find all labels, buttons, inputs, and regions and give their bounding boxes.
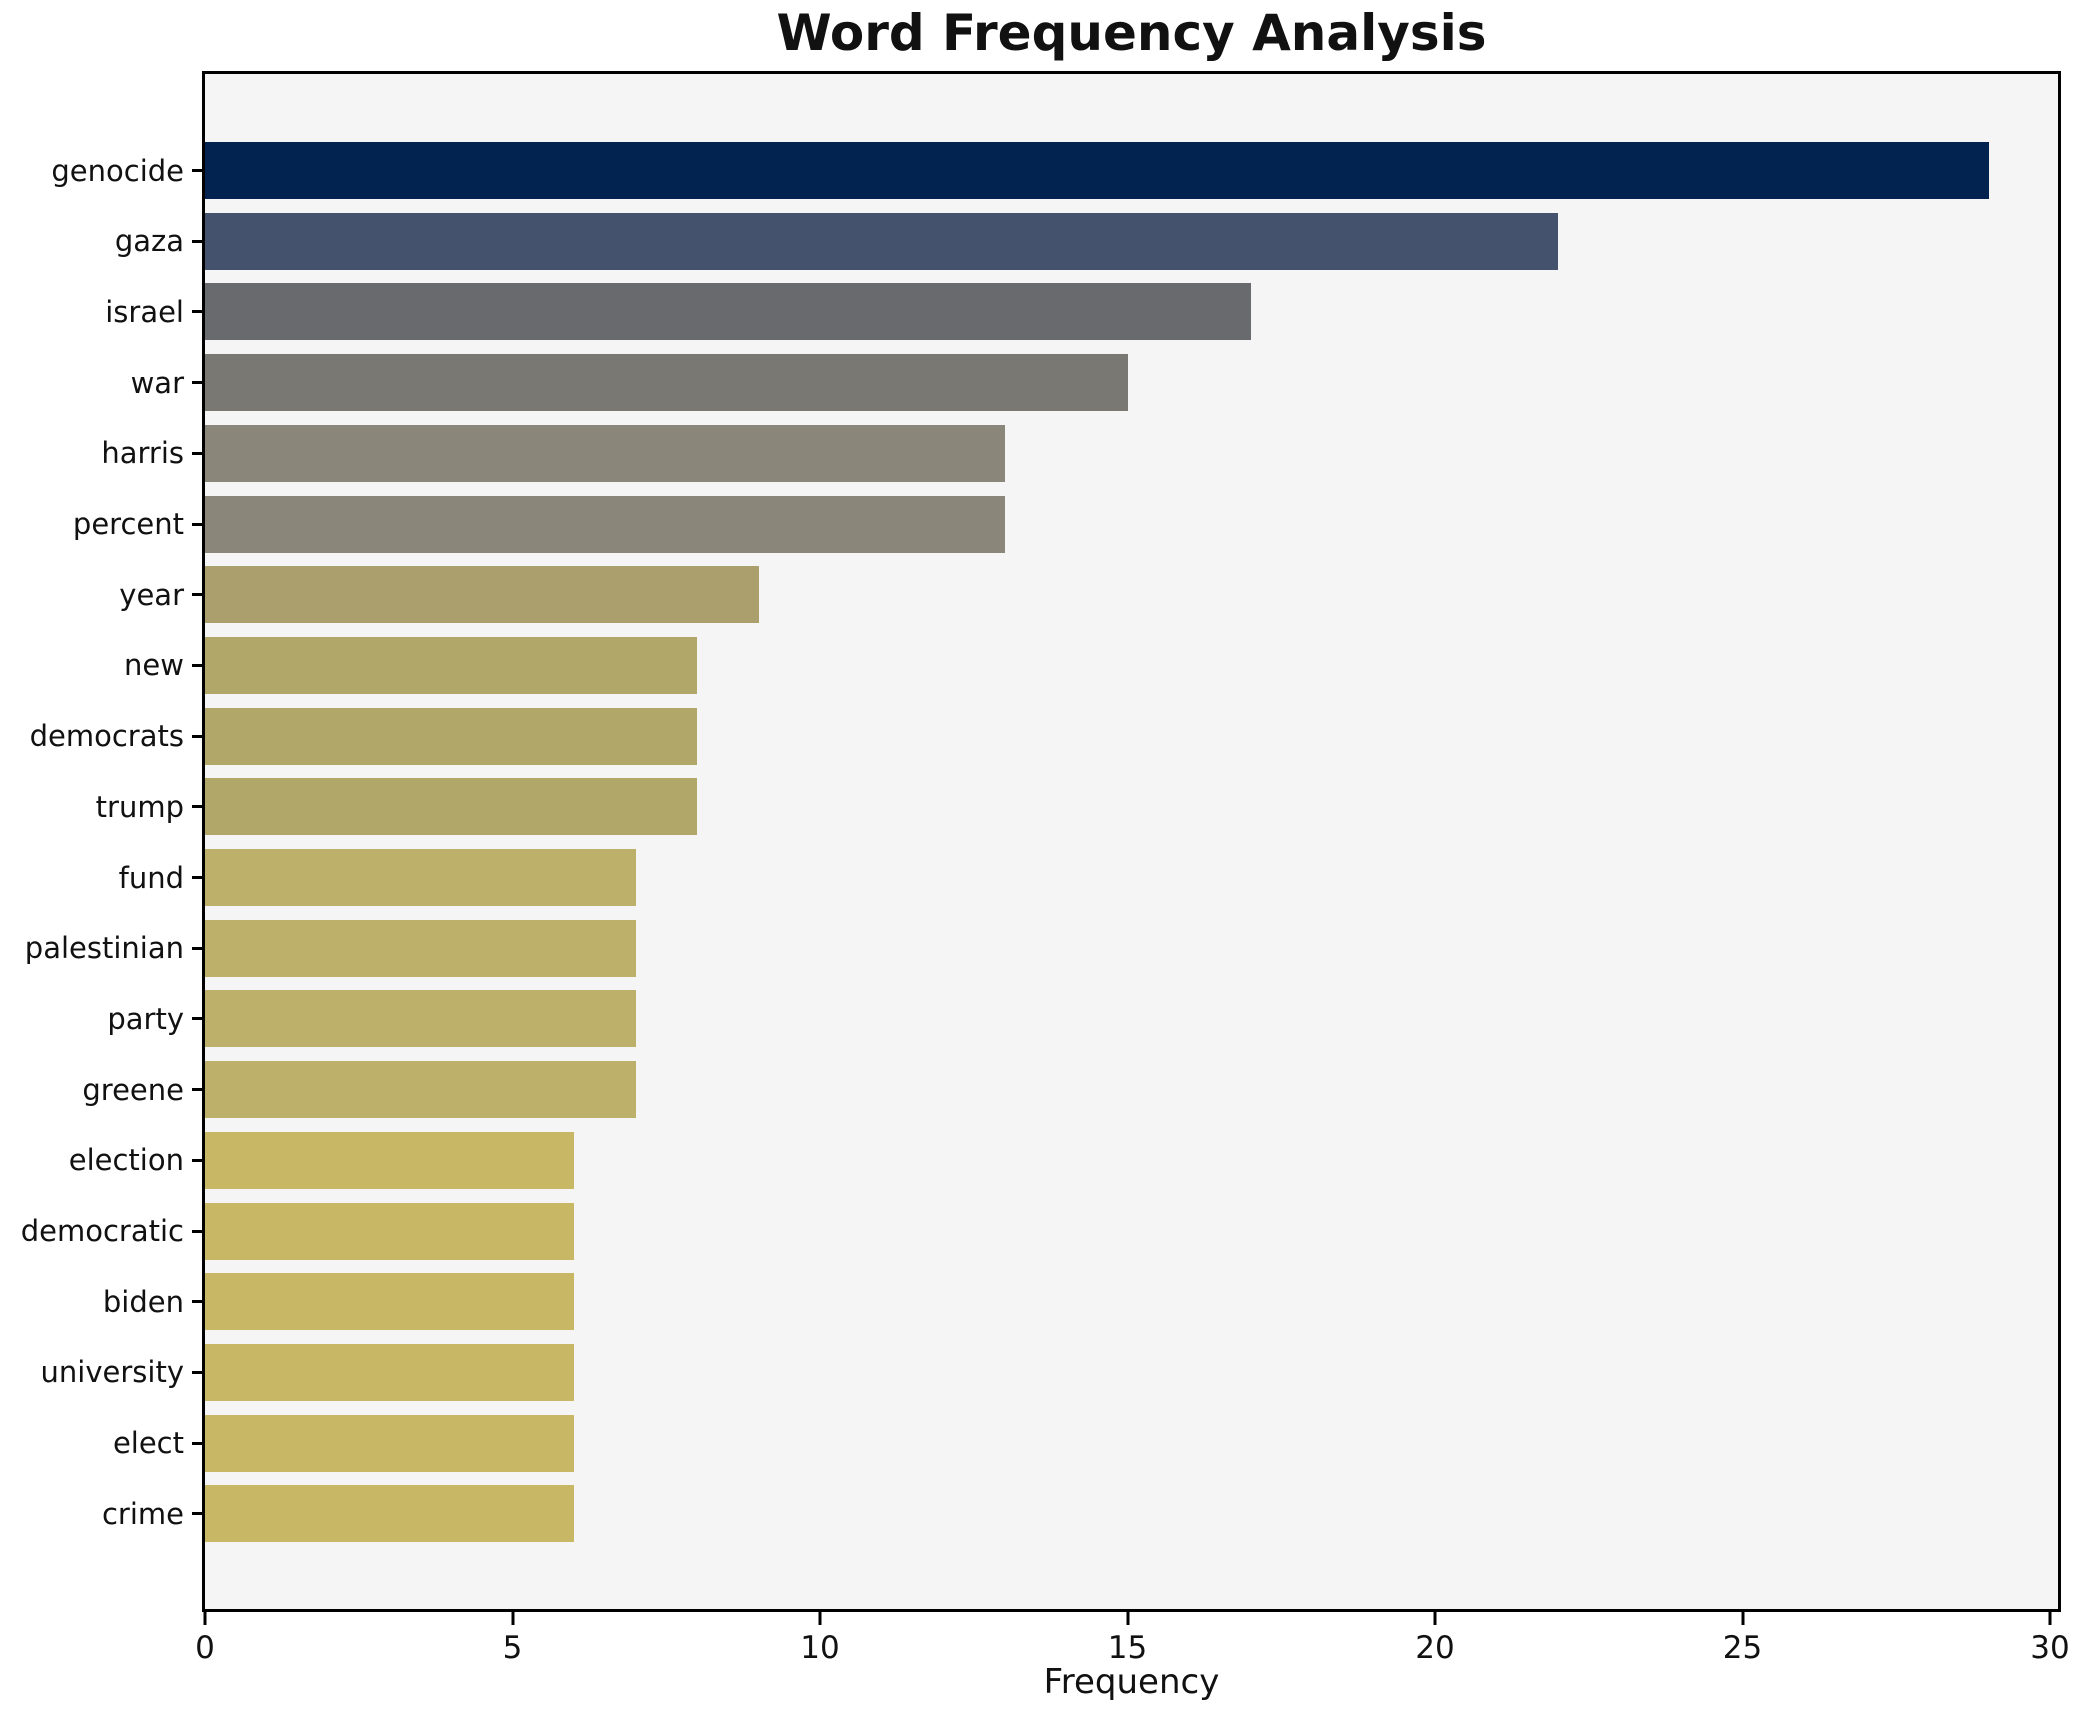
y-label-greene: greene xyxy=(82,1072,184,1107)
y-label-elect: elect xyxy=(112,1426,184,1461)
y-tick-biden xyxy=(192,1300,202,1304)
y-tick-genocide xyxy=(192,169,202,172)
y-label-university: university xyxy=(40,1355,184,1390)
y-label-gaza: gaza xyxy=(114,224,184,259)
y-tick-gaza xyxy=(192,239,202,243)
bar-percent xyxy=(205,495,1005,553)
chart-title: Word Frequency Analysis xyxy=(776,4,1487,62)
plot-area xyxy=(202,71,2061,1612)
y-label-election: election xyxy=(68,1143,184,1178)
x-tick-20 xyxy=(1433,1612,1437,1625)
bar-fund xyxy=(205,849,636,906)
bar-harris xyxy=(205,424,1005,482)
y-tick-university xyxy=(192,1370,202,1374)
y-label-israel: israel xyxy=(105,294,184,329)
y-tick-war xyxy=(192,381,202,385)
y-label-democrats: democrats xyxy=(29,719,184,754)
x-tick-label-25: 25 xyxy=(1722,1630,1763,1666)
bar-palestinian xyxy=(205,919,636,977)
y-tick-year xyxy=(192,593,202,597)
y-label-harris: harris xyxy=(101,436,184,471)
y-tick-israel xyxy=(192,310,202,314)
bar-war xyxy=(205,354,1128,412)
x-tick-label-10: 10 xyxy=(800,1630,840,1666)
y-tick-harris xyxy=(192,451,202,455)
x-axis-title: Frequency xyxy=(1043,1662,1220,1702)
bar-trump xyxy=(205,778,697,836)
x-tick-10 xyxy=(818,1612,822,1625)
y-tick-democrats xyxy=(192,734,202,738)
y-tick-election xyxy=(192,1158,202,1162)
x-tick-label-0: 0 xyxy=(195,1630,215,1666)
bars-layer xyxy=(205,74,2058,1609)
bar-new xyxy=(205,636,697,694)
y-tick-new xyxy=(192,663,202,667)
bar-university xyxy=(205,1343,574,1401)
x-tick-label-20: 20 xyxy=(1415,1630,1455,1666)
y-tick-party xyxy=(192,1017,202,1021)
bar-year xyxy=(205,566,759,624)
y-tick-greene xyxy=(192,1088,202,1092)
y-tick-trump xyxy=(192,805,202,809)
y-label-crime: crime xyxy=(101,1496,184,1531)
y-label-palestinian: palestinian xyxy=(24,931,184,966)
x-tick-25 xyxy=(1741,1612,1744,1625)
x-tick-label-15: 15 xyxy=(1107,1630,1148,1666)
y-tick-democratic xyxy=(192,1229,202,1233)
y-tick-crime xyxy=(192,1512,202,1516)
bar-democratic xyxy=(205,1202,574,1260)
y-label-fund: fund xyxy=(118,860,184,895)
bar-genocide xyxy=(205,142,1989,199)
x-tick-30 xyxy=(2048,1612,2052,1625)
y-label-genocide: genocide xyxy=(51,153,184,188)
y-label-biden: biden xyxy=(102,1284,184,1319)
y-tick-palestinian xyxy=(192,946,202,950)
y-label-party: party xyxy=(107,1001,184,1036)
bar-gaza xyxy=(205,212,1558,270)
y-label-trump: trump xyxy=(95,789,184,824)
bar-democrats xyxy=(205,707,697,765)
bar-elect xyxy=(205,1414,574,1472)
y-label-year: year xyxy=(119,577,184,612)
bar-greene xyxy=(205,1061,636,1119)
x-tick-label-5: 5 xyxy=(502,1630,523,1666)
x-tick-0 xyxy=(203,1612,207,1625)
y-label-war: war xyxy=(130,365,184,400)
y-label-percent: percent xyxy=(72,507,184,541)
bar-crime xyxy=(205,1485,574,1543)
y-tick-percent xyxy=(192,522,202,526)
bar-biden xyxy=(205,1273,574,1331)
x-tick-15 xyxy=(1126,1612,1129,1625)
bar-israel xyxy=(205,283,1251,341)
y-tick-fund xyxy=(192,876,202,879)
bar-election xyxy=(205,1131,574,1189)
y-label-new: new xyxy=(124,648,184,683)
bar-party xyxy=(205,990,636,1048)
x-tick-label-30: 30 xyxy=(2030,1630,2070,1666)
y-label-democratic: democratic xyxy=(20,1214,184,1248)
y-tick-elect xyxy=(192,1441,202,1445)
x-tick-5 xyxy=(511,1612,514,1625)
